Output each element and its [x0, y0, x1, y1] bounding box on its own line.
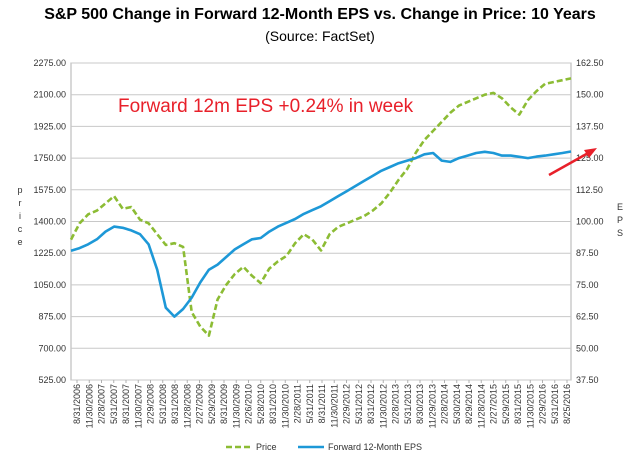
x-tick-label: 2/27/2015 — [489, 384, 499, 424]
legend-eps-label: Forward 12-Month EPS — [328, 442, 422, 452]
y-right-tick-label: 100.00 — [576, 217, 604, 227]
x-tick-label: 2/28/2014 — [440, 384, 450, 424]
y-left-tick-label: 1575.00 — [33, 185, 66, 195]
x-tick-label: 5/30/2014 — [452, 384, 462, 424]
x-tick-label: 5/31/2012 — [354, 384, 364, 424]
x-tick-label: 8/31/2006 — [72, 384, 82, 424]
legend-price-label: Price — [256, 442, 277, 452]
y-left-tick-label: 1925.00 — [33, 121, 66, 131]
x-tick-label: 2/29/2016 — [538, 384, 548, 424]
x-tick-label: 11/30/2007 — [133, 384, 143, 428]
x-axis-ticks: 8/31/2006 11/30/2006 2/28/2007 5/31/2007 8/3… — [72, 380, 572, 428]
y-axis-right-ticks: 162.50 150.00 137.50 125.00 112.50 100.00 87.5… — [576, 58, 604, 385]
y-right-tick-label: 87.50 — [576, 248, 599, 258]
x-tick-label: 11/30/2012 — [378, 384, 388, 428]
x-tick-label: 11/30/2010 — [280, 384, 290, 428]
x-tick-label: 5/31/2007 — [109, 384, 119, 424]
x-tick-label: 8/31/2012 — [366, 384, 376, 424]
y-left-tick-label: 525.00 — [38, 375, 66, 385]
y-left-tick-label: 1050.00 — [33, 280, 66, 290]
chart-subtitle: (Source: FactSet) — [265, 28, 375, 44]
x-tick-label: 8/30/2013 — [415, 384, 425, 424]
y-left-tick-label: 1750.00 — [33, 153, 66, 163]
y-left-tick-label: 1400.00 — [33, 217, 66, 227]
x-tick-label: 2/27/2009 — [195, 384, 205, 424]
x-tick-label: 8/31/2009 — [219, 384, 229, 424]
x-tick-label: 2/29/2008 — [146, 384, 156, 424]
price-line — [69, 77, 572, 337]
y-right-tick-label: 37.50 — [576, 375, 599, 385]
x-tick-label: 5/31/2013 — [403, 384, 413, 424]
y-axis-left-ticks: 2275.00 2100.00 1925.00 1750.00 1575.00 1400.… — [33, 58, 66, 385]
y-left-tick-label: 2275.00 — [33, 58, 66, 68]
x-tick-label: 5/31/2008 — [158, 384, 168, 424]
x-tick-label: 8/31/2010 — [268, 384, 278, 424]
y-right-tick-label: 125.00 — [576, 153, 604, 163]
y-left-tick-label: 875.00 — [38, 312, 66, 322]
y-right-tick-label: 75.00 — [576, 280, 599, 290]
y-left-tick-label: 700.00 — [38, 343, 66, 353]
gridlines — [71, 62, 571, 381]
x-tick-label: 11/28/2008 — [182, 384, 192, 428]
series-lines — [69, 77, 572, 337]
x-tick-label: 5/31/2011 — [305, 384, 315, 423]
annotation-text: Forward 12m EPS +0.24% in week — [118, 96, 414, 117]
y-left-tick-label: 1225.00 — [33, 248, 66, 258]
x-tick-label: 8/31/2015 — [513, 384, 523, 424]
x-tick-label: 8/29/2014 — [464, 384, 474, 424]
y-right-tick-label: 150.00 — [576, 90, 604, 100]
x-tick-label: 2/26/2010 — [244, 384, 254, 424]
x-tick-label: 8/31/2007 — [121, 384, 131, 424]
x-tick-label: 8/31/2008 — [170, 384, 180, 424]
x-tick-label: 2/28/2007 — [97, 384, 107, 424]
x-tick-label: 2/28/2013 — [391, 384, 401, 424]
x-tick-label: 5/31/2016 — [550, 384, 560, 424]
x-tick-label: 8/25/2016 — [562, 384, 572, 424]
x-tick-label: 2/28/2011 — [293, 384, 303, 423]
y-right-tick-label: 50.00 — [576, 343, 599, 353]
y-left-tick-label: 2100.00 — [33, 90, 66, 100]
eps-line — [70, 150, 572, 318]
x-tick-label: 11/30/2011 — [329, 384, 339, 428]
x-tick-label: 11/30/2015 — [525, 384, 535, 428]
y-right-tick-label: 62.50 — [576, 312, 599, 322]
chart-title: S&P 500 Change in Forward 12-Month EPS v… — [44, 6, 596, 23]
x-tick-label: 5/28/2010 — [256, 384, 266, 424]
x-tick-label: 11/30/2009 — [231, 384, 241, 428]
legend: Price Forward 12-Month EPS — [226, 442, 422, 452]
y-right-tick-label: 137.50 — [576, 121, 604, 131]
x-tick-label: 5/29/2015 — [501, 384, 511, 424]
y-right-tick-label: 162.50 — [576, 58, 604, 68]
y-right-tick-label: 112.50 — [576, 185, 603, 195]
x-tick-label: 11/29/2013 — [427, 384, 437, 428]
x-tick-label: 8/31/2011 — [317, 384, 327, 423]
annotation-arrow — [548, 148, 597, 177]
x-tick-label: 5/29/2009 — [207, 384, 217, 424]
x-tick-label: 11/28/2014 — [476, 384, 486, 428]
x-tick-label: 11/30/2006 — [84, 384, 94, 428]
x-tick-label: 2/29/2012 — [342, 384, 352, 424]
